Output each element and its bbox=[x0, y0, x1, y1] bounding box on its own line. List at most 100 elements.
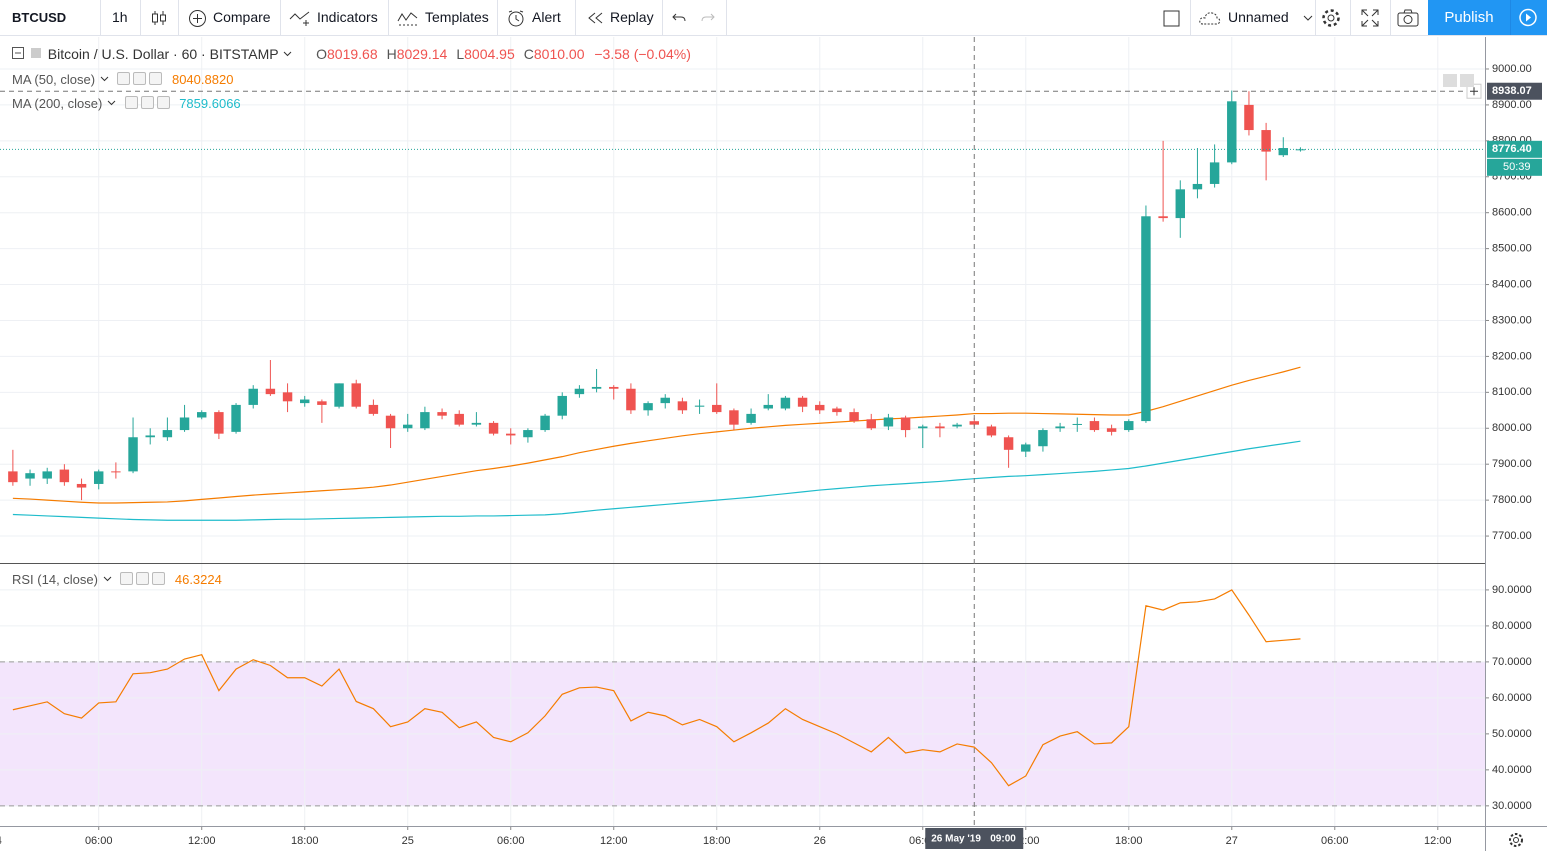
rsi-legend: RSI (14, close) 46.3224 bbox=[12, 572, 222, 587]
redo-icon bbox=[701, 13, 715, 22]
candle-body bbox=[128, 437, 138, 472]
separator bbox=[1315, 0, 1316, 35]
candle-body bbox=[248, 388, 258, 405]
gear-inner bbox=[1513, 837, 1519, 843]
candle-body bbox=[815, 404, 825, 411]
settings-button[interactable] bbox=[1320, 0, 1348, 35]
templates-button[interactable]: Templates bbox=[397, 0, 489, 35]
candle-body bbox=[986, 426, 997, 436]
interval[interactable]: 1h bbox=[112, 9, 128, 25]
play-icon bbox=[1519, 8, 1537, 27]
candle-body bbox=[1227, 101, 1237, 163]
candle-body bbox=[214, 412, 224, 434]
ma-line bbox=[12, 440, 1301, 521]
undo-button[interactable] bbox=[671, 0, 693, 35]
candle-body bbox=[849, 412, 859, 422]
remove-icon[interactable] bbox=[149, 72, 163, 85]
remove-icon[interactable] bbox=[152, 572, 166, 585]
candle-body bbox=[231, 404, 241, 432]
crosshair-time-box bbox=[925, 828, 1024, 849]
camera-icon bbox=[1397, 9, 1419, 27]
visibility-icon[interactable] bbox=[117, 72, 131, 85]
candle-body bbox=[437, 412, 447, 416]
crosshair-time-label: 09:00 bbox=[990, 834, 1016, 845]
y-tick-label: 60.0000 bbox=[1492, 692, 1532, 704]
settings-icon[interactable] bbox=[136, 572, 150, 585]
layout-button[interactable]: Unnamed bbox=[1198, 0, 1321, 35]
redo-button[interactable] bbox=[700, 0, 722, 35]
symbol-icon bbox=[30, 48, 41, 58]
legend-title[interactable]: Bitcoin / U.S. Dollar · 60 · BITSTAMP bbox=[47, 46, 279, 62]
visibility-icon[interactable] bbox=[124, 96, 138, 109]
crosshair-price-box bbox=[1487, 82, 1542, 100]
indicators-label: Indicators bbox=[317, 9, 378, 25]
publish-button[interactable]: Publish bbox=[1428, 0, 1510, 35]
y-tick-label: 9000.00 bbox=[1492, 63, 1532, 75]
settings-icon[interactable] bbox=[133, 72, 147, 85]
y-tick-label: 8600.00 bbox=[1492, 207, 1532, 219]
candle-body bbox=[179, 417, 190, 431]
candle-body bbox=[42, 471, 52, 479]
replay-label: Replay bbox=[610, 9, 654, 25]
replay-button[interactable]: Replay bbox=[586, 0, 654, 35]
select-button[interactable] bbox=[1162, 0, 1188, 35]
candle-body bbox=[471, 422, 482, 425]
y-tick-label: 7800.00 bbox=[1492, 494, 1532, 506]
candle-body bbox=[694, 405, 705, 407]
candle-body bbox=[866, 419, 876, 429]
candle-body bbox=[523, 430, 533, 438]
candle-body bbox=[1261, 130, 1271, 152]
chevron-icon bbox=[100, 76, 109, 82]
ma-name[interactable]: MA (200, close) bbox=[12, 96, 103, 111]
candle-body bbox=[454, 413, 464, 425]
main-legend: Bitcoin / U.S. Dollar · 60 · BITSTAMP O8… bbox=[12, 46, 691, 62]
countdown-label: 50:39 bbox=[1503, 161, 1531, 173]
axis-settings[interactable] bbox=[1509, 833, 1523, 847]
ma-legend: MA (200, close) 7859.6066 bbox=[12, 96, 241, 111]
remove-icon[interactable] bbox=[156, 96, 170, 109]
pane-button bbox=[1460, 74, 1474, 87]
candle-body bbox=[111, 471, 121, 473]
rsi-name[interactable]: RSI (14, close) bbox=[12, 572, 98, 587]
y-tick-label: 80.0000 bbox=[1492, 620, 1532, 632]
candle-body bbox=[317, 401, 327, 405]
collapse-icon[interactable] bbox=[12, 47, 26, 59]
candle-body bbox=[1175, 189, 1185, 219]
change-label: −3.58 (−0.04%) bbox=[594, 46, 691, 62]
x-tick-label: 06:00 bbox=[85, 835, 113, 847]
separator bbox=[575, 0, 576, 35]
candles-icon bbox=[152, 11, 166, 26]
fullscreen-icon bbox=[1361, 9, 1379, 27]
candle-body bbox=[643, 403, 653, 411]
candle-body bbox=[952, 424, 962, 427]
x-tick-label: 12:00 bbox=[600, 835, 628, 847]
layout-label: Unnamed bbox=[1228, 9, 1289, 25]
candle-body bbox=[59, 469, 70, 483]
alert-button[interactable]: Alert bbox=[506, 0, 561, 35]
candle-body bbox=[1244, 104, 1254, 131]
separator bbox=[1390, 0, 1391, 35]
chart-style[interactable] bbox=[150, 0, 174, 35]
last-price-box bbox=[1487, 140, 1542, 158]
compare-button[interactable]: Compare bbox=[188, 0, 271, 35]
x-tick-label: 06:00 bbox=[497, 835, 525, 847]
settings-icon[interactable] bbox=[140, 96, 154, 109]
snapshot-button[interactable] bbox=[1397, 0, 1425, 35]
ma-legend: MA (50, close) 8040.8820 bbox=[12, 72, 233, 87]
candle-body bbox=[900, 417, 911, 431]
ohlc-value: 8004.95 bbox=[464, 46, 515, 62]
candle-body bbox=[832, 408, 842, 413]
undo-icon bbox=[672, 13, 686, 22]
ma-name[interactable]: MA (50, close) bbox=[12, 72, 96, 87]
candle-body bbox=[25, 473, 35, 479]
play-button[interactable] bbox=[1510, 0, 1547, 35]
ma-value: 8040.8820 bbox=[171, 72, 234, 87]
indicators-button[interactable]: Indicators bbox=[289, 0, 378, 35]
candle-body bbox=[368, 404, 379, 414]
fullscreen-button[interactable] bbox=[1360, 0, 1386, 35]
symbol[interactable]: BTCUSD bbox=[12, 10, 67, 25]
visibility-icon[interactable] bbox=[120, 572, 134, 585]
time-axis-bg bbox=[0, 826, 1547, 851]
